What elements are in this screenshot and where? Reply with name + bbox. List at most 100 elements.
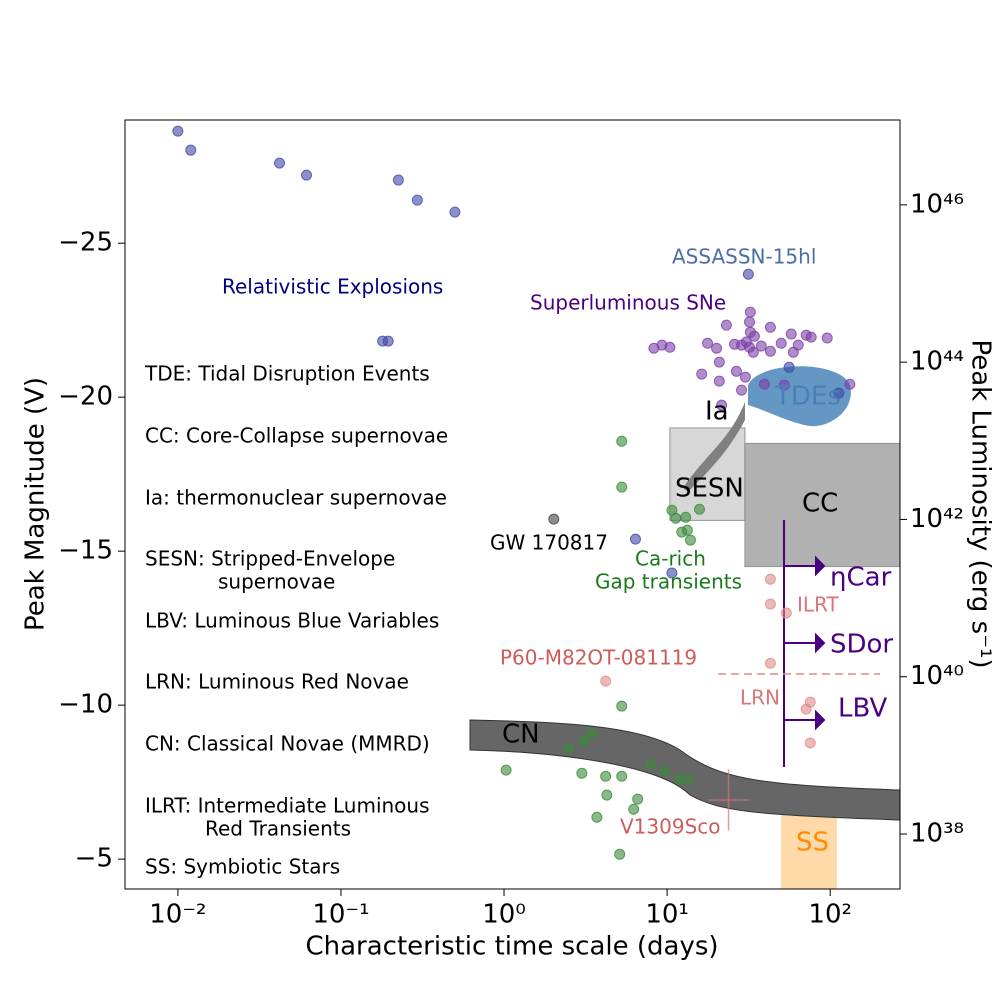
annotation: supernovae	[218, 570, 335, 594]
x-tick-label: 10⁻¹	[312, 900, 369, 930]
y-tick-label: −5	[75, 844, 113, 874]
y-axis-label: Peak Magnitude (V)	[21, 377, 51, 631]
point	[172, 125, 184, 137]
point	[670, 512, 682, 524]
point	[616, 770, 628, 782]
point	[628, 803, 640, 815]
point	[787, 346, 799, 358]
point	[713, 375, 725, 387]
point	[680, 511, 692, 523]
point	[616, 700, 628, 712]
regions	[669, 427, 901, 889]
point	[744, 306, 756, 318]
annotation: Ia: thermonuclear supernovae	[145, 486, 447, 510]
point	[764, 598, 776, 610]
point	[645, 758, 657, 770]
point	[713, 356, 725, 368]
annotation: CC	[802, 489, 838, 519]
point	[764, 573, 776, 585]
y2-tick-label: 10⁴⁶	[910, 189, 964, 219]
point	[629, 533, 641, 545]
annotation: Ia	[705, 397, 729, 427]
point	[780, 607, 792, 619]
tde-region	[748, 366, 851, 427]
point	[601, 789, 613, 801]
point	[578, 735, 590, 747]
point	[659, 765, 671, 777]
point	[736, 384, 748, 396]
annotation: SESN	[675, 474, 744, 504]
point	[764, 657, 776, 669]
axes: 10⁻² 10⁻¹ 10⁰ 10¹ 10² −25 −20 −15 −10 −5 10⁴⁶ 10⁴⁴ 1…	[58, 189, 964, 929]
y2-axis-label: Peak Luminosity (erg s⁻¹)	[966, 339, 996, 668]
point	[696, 368, 708, 380]
point	[800, 703, 812, 715]
point	[739, 371, 751, 383]
point	[548, 513, 560, 525]
point	[500, 764, 512, 776]
point	[681, 524, 693, 536]
annotation: GW 170817	[490, 531, 608, 555]
point	[711, 342, 723, 354]
point	[673, 773, 685, 785]
annotation: LRN	[740, 686, 780, 710]
x-axis-label: Characteristic time scale (days)	[305, 932, 718, 962]
annotation: Superluminous SNe	[530, 291, 726, 315]
lbv-arrows	[783, 520, 826, 767]
annotation: CN	[502, 720, 540, 750]
annotation: CN: Classical Novae (MMRD)	[145, 732, 430, 756]
point	[563, 742, 575, 754]
annotation: Relativistic Explosions	[222, 275, 443, 299]
point	[702, 337, 714, 349]
point	[684, 534, 696, 546]
annotation: SS	[796, 828, 829, 858]
point	[805, 331, 817, 343]
point	[382, 335, 394, 347]
point	[301, 169, 313, 181]
annotation: ILRT: Intermediate Luminous	[145, 794, 430, 818]
point	[632, 793, 644, 805]
arrow-head	[815, 555, 826, 577]
plot-frame	[124, 119, 901, 890]
point	[616, 481, 628, 493]
y-tick-label: −15	[58, 536, 113, 566]
region	[744, 442, 901, 568]
point	[775, 337, 787, 349]
annotation: TDEs	[774, 382, 841, 412]
x-tick-label: 10¹	[645, 900, 689, 930]
y-tick-label: −10	[58, 690, 113, 720]
x-tick-label: 10⁰	[482, 900, 526, 930]
y2-tick-label: 10⁴²	[910, 504, 964, 534]
annotation: SESN: Stripped-Envelope	[145, 547, 395, 571]
point	[764, 321, 776, 333]
annotation: SS: Symbiotic Stars	[145, 855, 340, 879]
point	[783, 361, 795, 373]
point	[682, 774, 694, 786]
arrow-head	[815, 632, 826, 654]
y-tick-label: −20	[58, 382, 113, 412]
point	[720, 319, 732, 331]
point	[758, 378, 770, 390]
annotation: ηCar	[830, 563, 892, 593]
point	[755, 340, 767, 352]
point	[778, 379, 790, 391]
region	[669, 427, 746, 521]
y-tick-label: −25	[58, 228, 113, 258]
annotations: Relativistic Explosions ASSASSN-15hl Sup…	[144, 245, 893, 879]
point	[586, 727, 598, 739]
point	[742, 268, 754, 280]
ia-band	[683, 402, 745, 492]
y2-tick-label: 10⁴⁴	[910, 347, 964, 377]
point	[833, 387, 845, 399]
annotation: Gap transients	[595, 570, 742, 594]
point	[591, 811, 603, 823]
annotation: CC: Core-Collapse supernovae	[145, 424, 448, 448]
point	[748, 330, 760, 342]
y2-tick-label: 10⁴⁰	[910, 661, 964, 691]
arrow-head	[815, 709, 826, 731]
point	[600, 770, 612, 782]
point	[716, 399, 728, 411]
annotation: SDor	[830, 630, 893, 660]
